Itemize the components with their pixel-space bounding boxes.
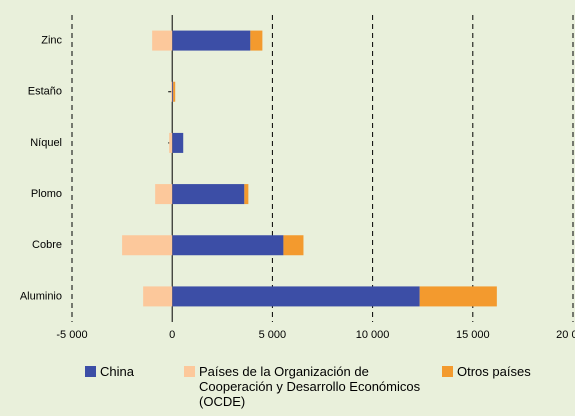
y-tick-label: Plomo [31, 188, 62, 200]
x-tick-label: -5 000 [56, 329, 87, 341]
x-tick-label: 15 000 [456, 329, 490, 341]
x-tick-label: 20 000 [556, 329, 575, 341]
bar [122, 235, 173, 256]
y-tick-label: Níquel [30, 137, 62, 149]
bar [250, 30, 263, 51]
bar [169, 132, 173, 153]
bar [171, 81, 173, 102]
legend-swatch [184, 366, 195, 377]
bar [155, 184, 173, 205]
x-tick-label: 5 000 [259, 329, 287, 341]
bar [143, 286, 173, 307]
bar [152, 30, 173, 51]
bar [283, 235, 304, 256]
bar [172, 286, 420, 307]
bar [172, 184, 245, 205]
bar [172, 81, 174, 102]
x-tick-label: 10 000 [356, 329, 390, 341]
legend-swatch [442, 366, 453, 377]
y-tick-label: Aluminio [20, 290, 62, 302]
bar [172, 30, 251, 51]
y-tick-label: Cobre [32, 239, 62, 251]
bar [244, 184, 249, 205]
legend-swatch [85, 366, 96, 377]
bar [419, 286, 497, 307]
legend-label: Países de la Organización de Cooperación… [199, 364, 421, 409]
legend-label: Otros países [457, 364, 531, 379]
y-tick-label: Estaño [28, 86, 62, 98]
bar [172, 132, 184, 153]
y-tick-label: Zinc [41, 34, 62, 46]
plot: -5 000 0 5 000 10 000 15 000 20 000 Zinc Estaño… [20, 15, 575, 341]
x-tick-label: 0 [169, 329, 175, 341]
bar [173, 81, 176, 102]
legend-label: China [100, 364, 134, 379]
bar [172, 235, 284, 256]
